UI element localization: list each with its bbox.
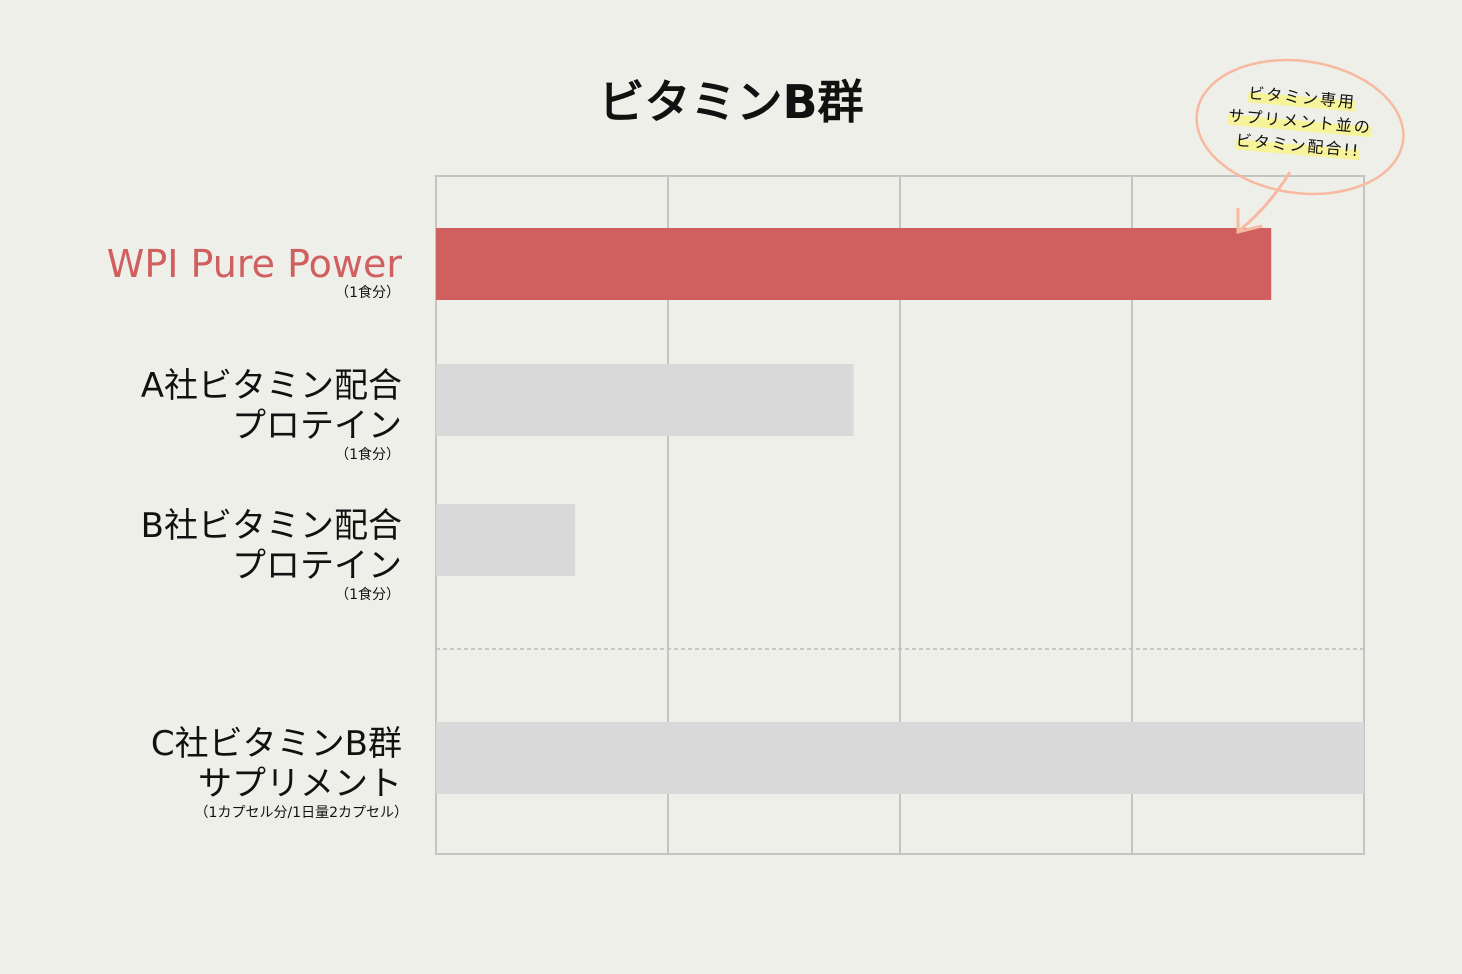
- bar-1: [436, 228, 1272, 300]
- bar-2: [436, 364, 854, 436]
- bar-3: [436, 504, 576, 576]
- annotation-arrow: [1239, 171, 1292, 232]
- bar-4: [436, 722, 1364, 794]
- category-name: B社ビタミン配合: [140, 506, 402, 546]
- category-name: WPI Pure Power: [106, 242, 402, 286]
- category-name: プロテイン: [232, 406, 402, 446]
- category-note: （1カプセル分/1日量2カプセル）: [194, 805, 408, 821]
- category-label: B社ビタミン配合 プロテイン （1食分）: [141, 506, 402, 604]
- category-name: サプリメント: [198, 764, 402, 804]
- category-label: A社ビタミン配合 プロテイン （1食分）: [141, 366, 402, 464]
- arrow-head-icon: [1236, 208, 1263, 234]
- category-note: （1食分）: [335, 447, 400, 463]
- chart-title-text: ビタミンB群: [598, 75, 864, 129]
- annotation-bubble: [1195, 58, 1405, 196]
- category-name: プロテイン: [232, 546, 402, 586]
- category-label: WPI Pure Power （1食分）: [107, 244, 402, 302]
- category-label: C社ビタミンB群 サプリメント （1カプセル分/1日量2カプセル）: [150, 724, 408, 822]
- category-name: C社ビタミンB群: [150, 724, 402, 764]
- category-note: （1食分）: [335, 587, 400, 603]
- category-note: （1食分）: [335, 285, 400, 301]
- chart-title: ビタミンB群: [0, 66, 1462, 132]
- category-name: A社ビタミン配合: [140, 366, 402, 406]
